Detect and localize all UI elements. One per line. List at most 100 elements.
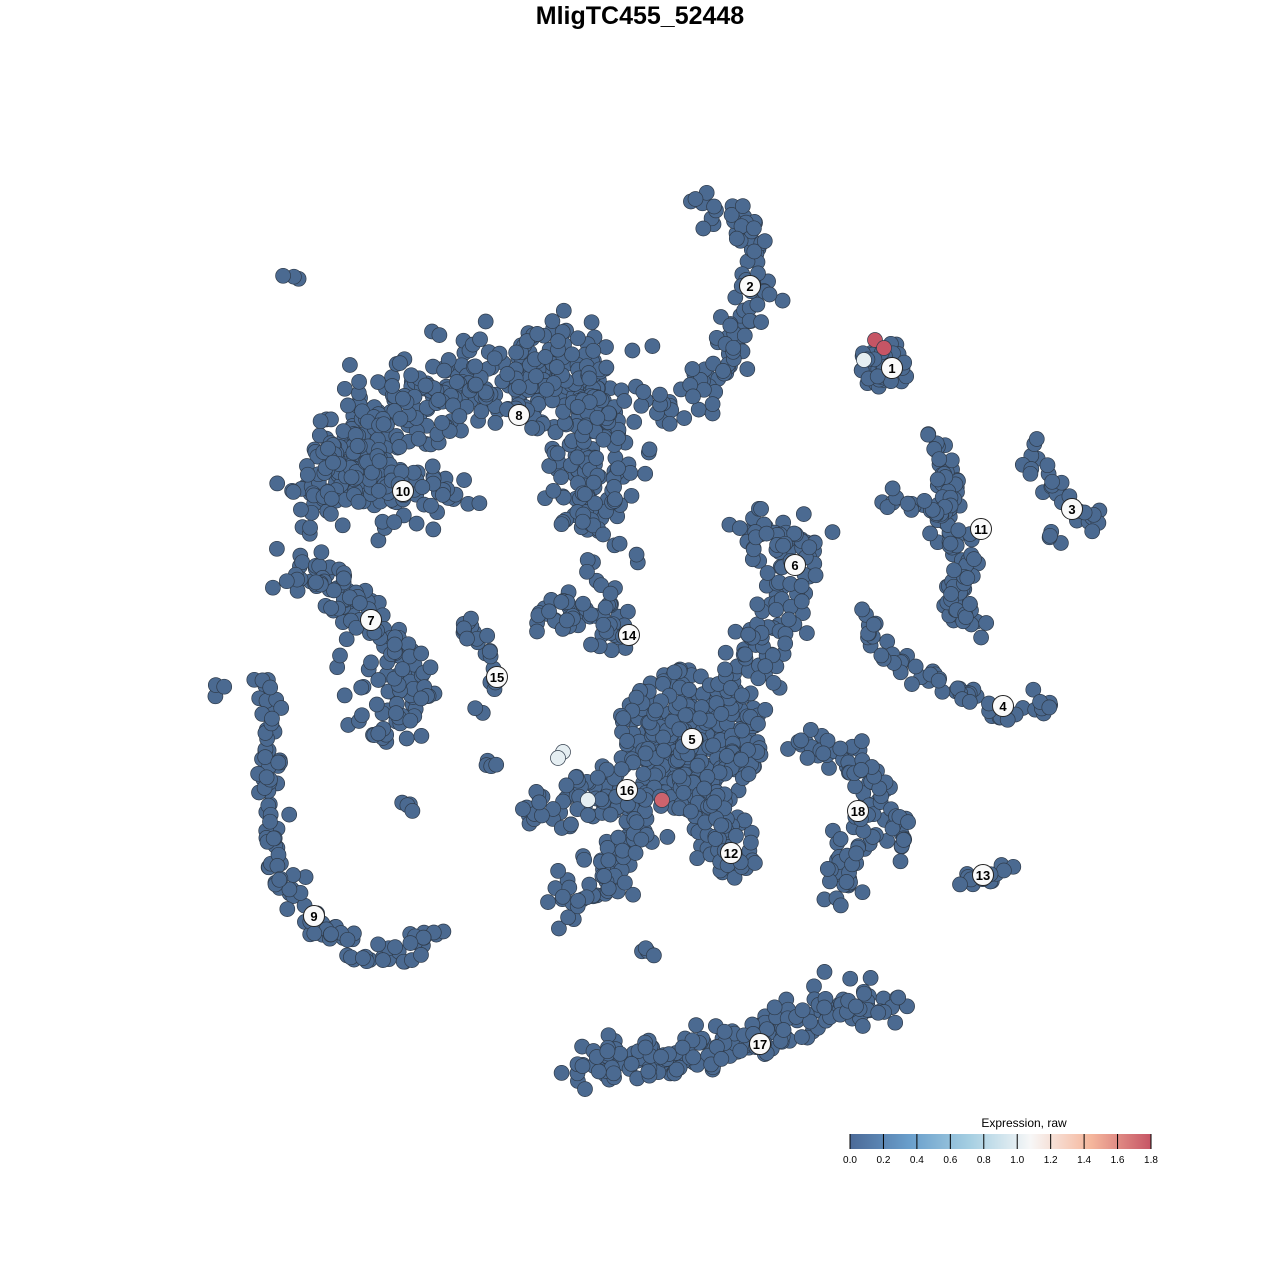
point-cluster-2	[661, 415, 678, 432]
point-cluster-8	[581, 370, 598, 387]
point-cluster-17	[713, 1051, 730, 1067]
colorbar-title: Expression, raw	[981, 1116, 1067, 1130]
point-cluster-16	[602, 806, 619, 823]
cluster-label-badge	[486, 666, 508, 688]
point-cluster-6	[732, 520, 748, 536]
point-cluster-2	[723, 207, 740, 223]
point-cluster-16	[540, 894, 556, 910]
point-cluster-6	[717, 644, 734, 661]
point-cluster-8	[434, 414, 450, 431]
cluster-label-15: 15	[486, 666, 508, 688]
point-cluster-8	[610, 430, 626, 446]
point-cluster-7	[370, 725, 387, 742]
point-cluster-7	[269, 540, 285, 557]
point-cluster-8	[548, 359, 565, 375]
point-cluster-8	[395, 390, 411, 407]
point-cluster-16	[550, 863, 566, 879]
point-cluster-7	[323, 600, 339, 616]
point-cluster-16	[600, 852, 617, 869]
point-cluster-3	[1044, 473, 1060, 490]
point-cluster-16	[659, 829, 676, 845]
point-cluster-14	[575, 595, 591, 612]
point-cluster-10	[323, 490, 340, 507]
point-cluster-18	[793, 732, 809, 749]
point-cluster-18	[838, 874, 855, 890]
point-cluster-6	[727, 623, 744, 640]
point-cluster-10	[323, 506, 339, 522]
point-expressing	[550, 750, 566, 766]
point-cluster-2	[749, 296, 766, 313]
point-cluster-16	[596, 868, 613, 884]
point-cluster-8	[451, 408, 468, 425]
point-cluster-9	[323, 926, 339, 943]
point-cluster-8	[635, 384, 652, 400]
point-cluster-9	[355, 950, 371, 966]
point-cluster-6	[765, 674, 782, 691]
point-cluster-8	[549, 445, 566, 462]
point-cluster-16	[613, 761, 630, 778]
point-cluster-12	[682, 803, 699, 820]
point-cluster-10	[386, 514, 403, 530]
point-cluster-10	[302, 519, 318, 536]
cluster-label-text: 18	[851, 804, 865, 819]
point-cluster-8	[511, 379, 527, 395]
cluster-label-text: 1	[888, 361, 895, 376]
point-stray	[404, 803, 421, 819]
point-cluster-8	[585, 342, 602, 359]
cluster-label-17: 17	[749, 1033, 771, 1055]
point-cluster-16	[570, 892, 586, 909]
point-cluster-17	[590, 1063, 607, 1080]
point-cluster-9	[370, 936, 386, 953]
point-cluster-14	[582, 606, 599, 623]
point-cluster-17	[605, 1065, 622, 1082]
point-cluster-18	[832, 897, 849, 914]
point-cluster-16	[625, 886, 641, 903]
point-cluster-10	[391, 439, 408, 455]
point-cluster-15	[459, 630, 475, 647]
point-cluster-2	[687, 191, 704, 207]
point-cluster-8	[312, 413, 329, 430]
point-cluster-2	[685, 388, 701, 405]
cluster-label-badge	[303, 905, 325, 927]
point-cluster-16	[614, 842, 631, 859]
point-cluster-18	[900, 814, 916, 830]
point-cluster-11	[946, 562, 962, 579]
point-cluster-10	[343, 469, 360, 486]
point-cluster-8	[569, 449, 586, 466]
point-cluster-14	[541, 603, 557, 620]
point-cluster-10	[414, 479, 431, 495]
point-cluster-2	[704, 396, 721, 412]
point-cluster-16	[593, 791, 610, 808]
point-cluster-16	[617, 874, 633, 891]
point-cluster-6	[757, 701, 774, 718]
cluster-label-text: 9	[310, 909, 317, 924]
point-stray	[488, 756, 505, 773]
point-cluster-9	[415, 929, 432, 946]
colorbar-tick-label: 1.6	[1111, 1155, 1125, 1166]
cluster-label-badge	[508, 404, 530, 426]
point-cluster-8	[610, 460, 626, 477]
point-cluster-8	[555, 403, 571, 420]
point-cluster-8	[486, 350, 503, 367]
point-cluster-16	[628, 814, 645, 831]
point-cluster-6	[757, 658, 774, 675]
point-cluster-9	[273, 700, 290, 716]
point-cluster-17	[862, 970, 879, 986]
point-cluster-5	[719, 748, 735, 764]
point-cluster-7	[353, 679, 370, 696]
point-cluster-14	[553, 594, 570, 610]
point-cluster-18	[854, 733, 870, 749]
point-cluster-13	[996, 862, 1012, 879]
point-cluster-2	[774, 292, 791, 309]
point-cluster-18	[815, 745, 832, 762]
point-cluster-10	[293, 501, 309, 518]
point-cluster-10	[423, 497, 439, 514]
point-cluster-17	[653, 1048, 669, 1065]
point-cluster-7	[413, 645, 430, 662]
colorbar-tick-label: 0.6	[943, 1155, 957, 1166]
cluster-label-text: 2	[746, 279, 753, 294]
point-cluster-8	[547, 424, 564, 441]
colorbar-tick-label: 0.2	[876, 1155, 890, 1166]
point-cluster-10	[471, 495, 488, 512]
point-cluster-17	[793, 1029, 810, 1045]
